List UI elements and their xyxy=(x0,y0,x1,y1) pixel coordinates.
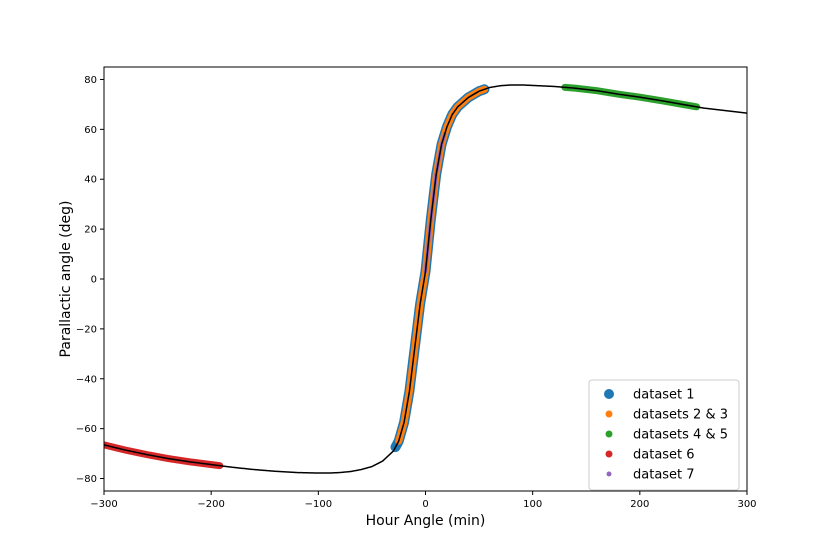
legend-label-3: datasets 4 & 5 xyxy=(633,428,728,443)
y-tick-label: 40 xyxy=(84,175,97,186)
y-tick-label: −80 xyxy=(76,474,97,485)
legend-label-2: datasets 2 & 3 xyxy=(633,408,728,423)
legend-label-4: dataset 6 xyxy=(633,448,695,463)
y-axis-label: Parallactic angle (deg) xyxy=(58,201,74,358)
x-axis-ticks: −300 −200 −100 0 100 200 300 xyxy=(90,491,757,510)
series-4-points xyxy=(104,441,224,470)
x-tick-label: −100 xyxy=(305,499,332,510)
model-curve xyxy=(104,84,747,474)
x-tick-label: 300 xyxy=(737,499,756,510)
x-tick-label: 100 xyxy=(523,499,542,510)
y-tick-label: −60 xyxy=(76,424,97,435)
legend-marker-3 xyxy=(605,430,613,438)
y-tick-label: 80 xyxy=(84,75,97,86)
x-tick-label: 0 xyxy=(422,499,428,510)
legend-marker-5 xyxy=(606,471,612,477)
y-tick-label: −40 xyxy=(76,374,97,385)
x-tick-label: −200 xyxy=(197,499,224,510)
legend-box xyxy=(588,379,740,491)
legend-marker-1 xyxy=(604,389,614,399)
y-tick-label: 20 xyxy=(84,225,97,236)
x-axis-label: Hour Angle (min) xyxy=(366,513,486,529)
x-tick-label: 200 xyxy=(630,499,649,510)
y-tick-label: 60 xyxy=(84,125,97,136)
y-axis-ticks: −80 −60 −40 −20 0 20 40 60 80 xyxy=(76,75,104,485)
legend-marker-2 xyxy=(605,410,613,418)
y-tick-label: −20 xyxy=(76,324,97,335)
plot-data-layer xyxy=(104,83,747,474)
x-tick-label: −300 xyxy=(90,499,117,510)
legend-label-5: dataset 7 xyxy=(633,468,695,483)
y-tick-label: 0 xyxy=(91,275,97,286)
legend: dataset 1 datasets 2 & 3 datasets 4 & 5 dat… xyxy=(588,379,740,491)
legend-marker-4 xyxy=(605,450,613,458)
legend-label-1: dataset 1 xyxy=(633,388,695,403)
